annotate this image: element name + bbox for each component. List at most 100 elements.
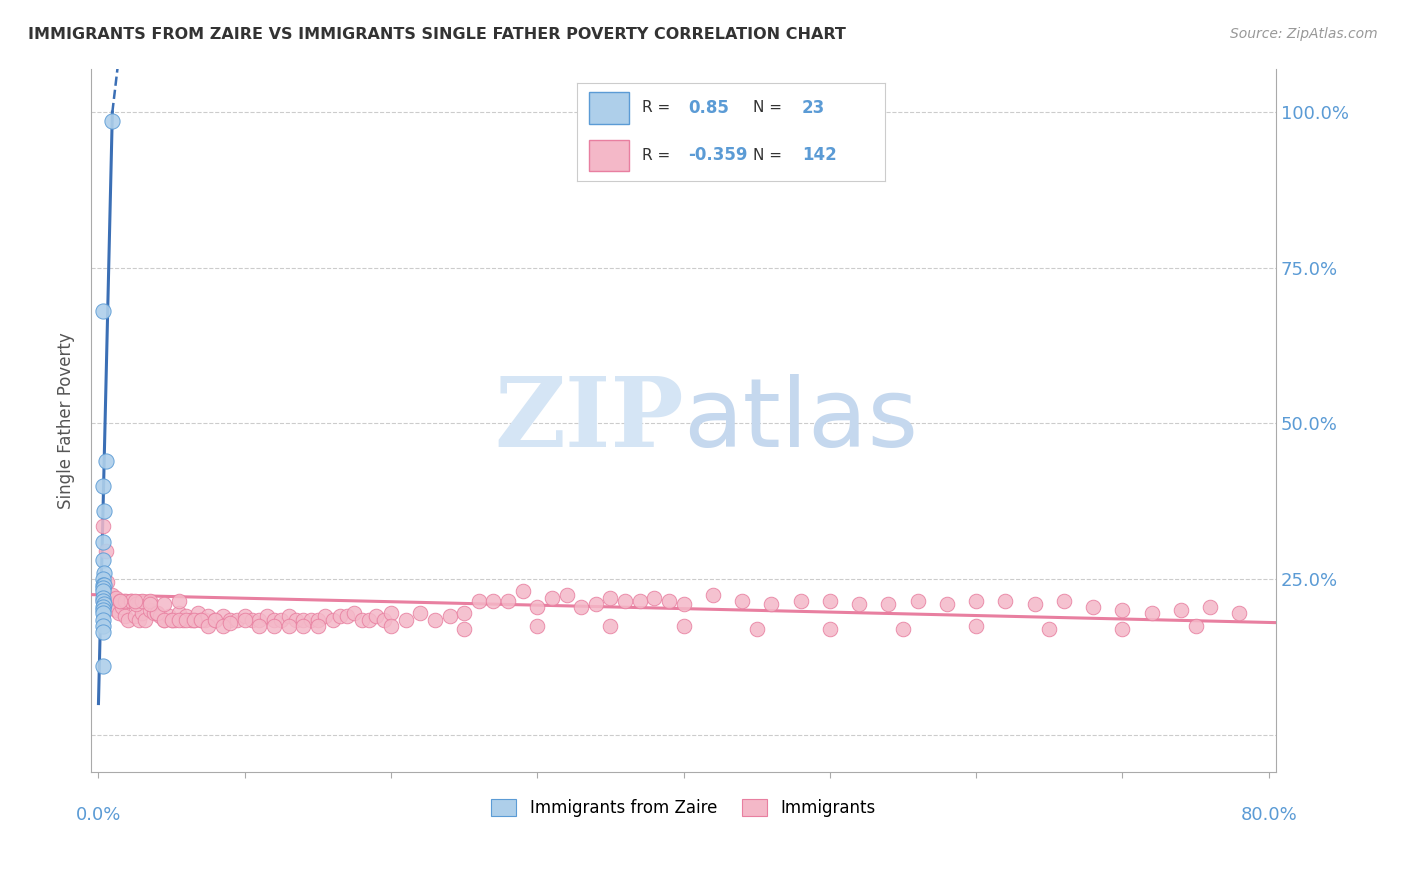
Point — [120, 594, 142, 608]
Point — [124, 594, 146, 608]
Point — [226, 613, 249, 627]
Point — [96, 591, 118, 605]
Point — [138, 594, 160, 608]
Point — [599, 619, 621, 633]
Point — [672, 597, 695, 611]
Point — [569, 600, 592, 615]
Point — [110, 594, 132, 608]
Point — [263, 619, 285, 633]
Point — [219, 613, 242, 627]
Point — [1199, 600, 1222, 615]
Point — [180, 613, 202, 627]
Point — [131, 594, 153, 608]
Point — [160, 613, 183, 627]
Point — [91, 584, 114, 599]
Point — [94, 454, 117, 468]
Point — [468, 594, 491, 608]
Point — [380, 607, 402, 621]
Point — [1229, 607, 1251, 621]
Point — [233, 609, 256, 624]
Point — [94, 544, 117, 558]
Point — [585, 597, 607, 611]
Point — [453, 607, 475, 621]
Legend: Immigrants from Zaire, Immigrants: Immigrants from Zaire, Immigrants — [485, 792, 883, 823]
Point — [1053, 594, 1076, 608]
Point — [101, 591, 124, 605]
Point — [526, 619, 548, 633]
Point — [91, 594, 114, 608]
Point — [91, 578, 114, 592]
Point — [240, 613, 263, 627]
Y-axis label: Single Father Poverty: Single Father Poverty — [58, 332, 75, 508]
Point — [93, 597, 115, 611]
Point — [105, 603, 128, 617]
Point — [91, 594, 114, 608]
Point — [146, 607, 169, 621]
Point — [321, 613, 343, 627]
Point — [128, 613, 150, 627]
Point — [91, 572, 114, 586]
Point — [108, 607, 131, 621]
Point — [91, 553, 114, 567]
Point — [91, 304, 114, 318]
Point — [125, 597, 148, 611]
Point — [190, 613, 212, 627]
Point — [373, 613, 395, 627]
Point — [935, 597, 957, 611]
Point — [277, 619, 299, 633]
Text: IMMIGRANTS FROM ZAIRE VS IMMIGRANTS SINGLE FATHER POVERTY CORRELATION CHART: IMMIGRANTS FROM ZAIRE VS IMMIGRANTS SING… — [28, 27, 846, 42]
Point — [149, 609, 172, 624]
Point — [138, 597, 160, 611]
Point — [672, 619, 695, 633]
Point — [160, 613, 183, 627]
Point — [120, 594, 142, 608]
Point — [599, 591, 621, 605]
Point — [97, 594, 120, 608]
Point — [263, 613, 285, 627]
Point — [965, 619, 987, 633]
Point — [891, 622, 914, 636]
Point — [98, 594, 121, 608]
Point — [439, 609, 461, 624]
Point — [134, 613, 156, 627]
Point — [93, 503, 115, 517]
Point — [183, 613, 205, 627]
Point — [702, 588, 724, 602]
Point — [174, 613, 197, 627]
Point — [284, 613, 307, 627]
Point — [93, 578, 115, 592]
Point — [1111, 603, 1133, 617]
Point — [91, 582, 114, 596]
Point — [91, 603, 114, 617]
Point — [818, 594, 841, 608]
Point — [91, 534, 114, 549]
Point — [153, 613, 176, 627]
Point — [336, 609, 359, 624]
Point — [204, 613, 226, 627]
Point — [211, 619, 233, 633]
Point — [357, 613, 380, 627]
Point — [138, 603, 160, 617]
Point — [745, 622, 768, 636]
Point — [1111, 622, 1133, 636]
Point — [111, 600, 134, 615]
Point — [292, 613, 315, 627]
Point — [100, 597, 122, 611]
Point — [307, 619, 329, 633]
Point — [153, 597, 176, 611]
Point — [211, 609, 233, 624]
Point — [233, 613, 256, 627]
Point — [1170, 603, 1192, 617]
Point — [174, 609, 197, 624]
Point — [163, 613, 186, 627]
Point — [731, 594, 754, 608]
Point — [1184, 619, 1206, 633]
Point — [131, 607, 153, 621]
Point — [818, 622, 841, 636]
Point — [91, 600, 114, 615]
Point — [907, 594, 929, 608]
Point — [183, 613, 205, 627]
Point — [848, 597, 870, 611]
Text: ZIP: ZIP — [494, 373, 683, 467]
Point — [91, 613, 114, 627]
